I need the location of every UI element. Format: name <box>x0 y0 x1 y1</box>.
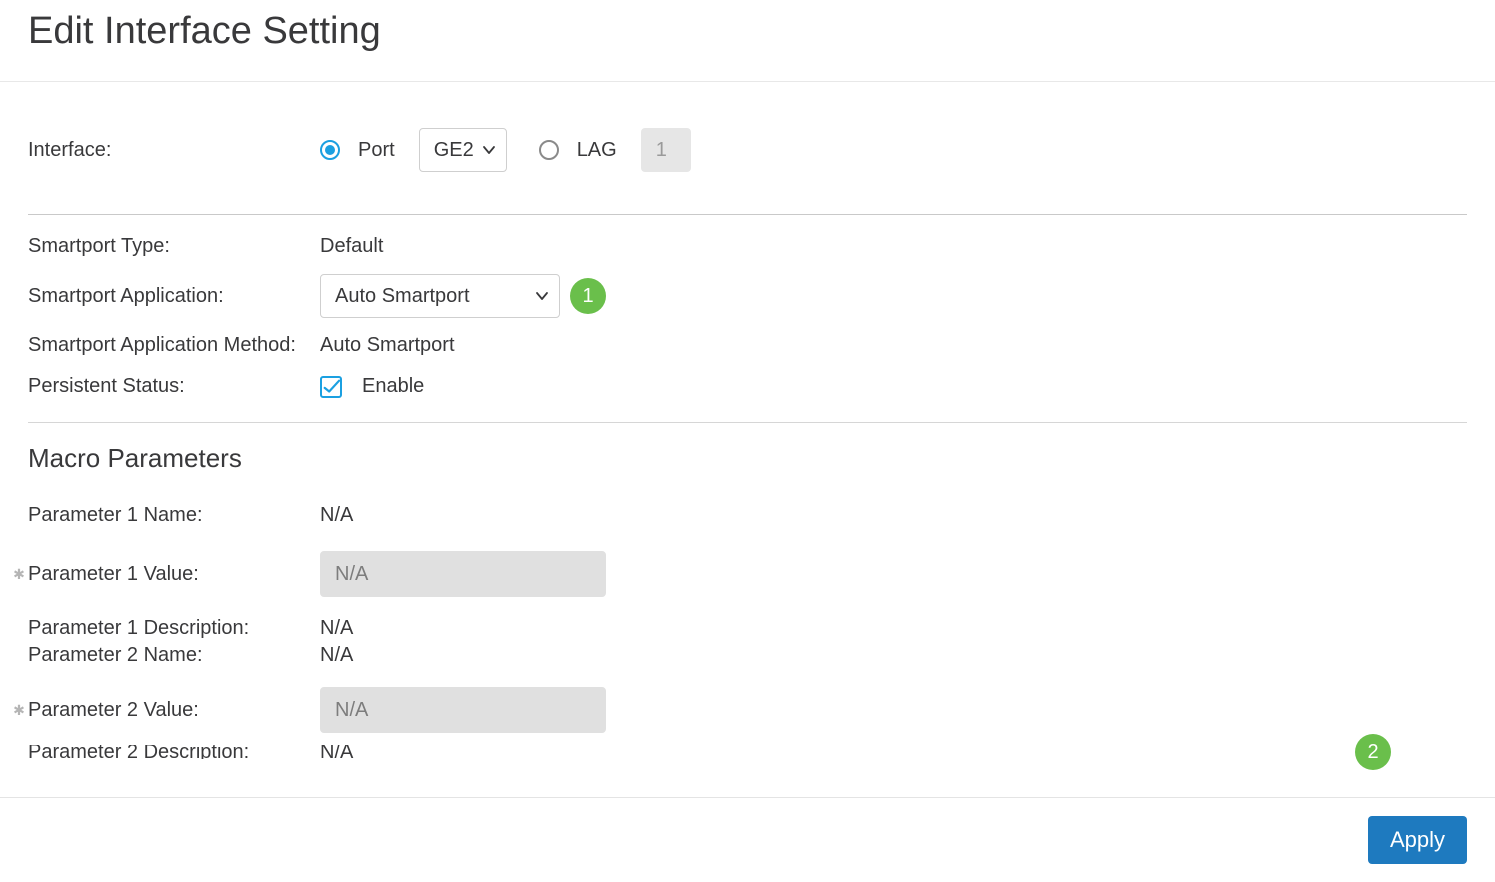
param2-value-label: Parameter 2 Value: <box>28 699 320 722</box>
param2-value-controls: N/A <box>320 687 606 733</box>
edit-interface-setting-page: Edit Interface Setting Interface: Port G… <box>0 0 1495 882</box>
param1-value-input: N/A <box>320 551 606 597</box>
param2-name-value: N/A <box>320 644 353 667</box>
param1-name-row: Parameter 1 Name: N/A <box>28 492 1467 539</box>
param1-value-controls: N/A <box>320 551 606 597</box>
param2-desc-label: Parameter 2 Description: <box>28 745 320 759</box>
smartport-type-row: Smartport Type: Default <box>28 229 1467 264</box>
param1-name-label: Parameter 1 Name: <box>28 504 320 527</box>
smartport-app-controls: Auto Smartport 1 <box>320 274 606 318</box>
lag-input: 1 <box>641 128 691 172</box>
divider <box>28 422 1467 423</box>
gear-icon-col: ✱ <box>10 567 28 581</box>
lag-radio[interactable] <box>539 140 559 160</box>
lag-radio-label: LAG <box>577 139 617 162</box>
param2-name-label: Parameter 2 Name: <box>28 644 320 667</box>
port-select[interactable]: GE2 <box>419 128 507 172</box>
interface-row: Interface: Port GE2 LAG 1 <box>28 110 1467 194</box>
param1-desc-row: Parameter 1 Description: N/A <box>28 609 1467 642</box>
param2-desc-row: Parameter 2 Description: N/A <box>28 745 1467 759</box>
smartport-app-row: Smartport Application: Auto Smartport 1 <box>28 264 1467 328</box>
form-content: Interface: Port GE2 LAG 1 <box>0 82 1495 759</box>
param1-desc-label: Parameter 1 Description: <box>28 617 320 640</box>
persistent-status-row: Persistent Status: Enable <box>28 363 1467 404</box>
gear-icon-col: ✱ <box>10 703 28 717</box>
smartport-type-value: Default <box>320 235 383 258</box>
macro-parameters-heading: Macro Parameters <box>28 433 1467 492</box>
step-badge-2: 2 <box>1355 734 1391 770</box>
param2-value-input: N/A <box>320 687 606 733</box>
page-title: Edit Interface Setting <box>0 0 1495 82</box>
smartport-type-label: Smartport Type: <box>28 235 320 258</box>
smartport-app-label: Smartport Application: <box>28 285 320 308</box>
smartport-method-value: Auto Smartport <box>320 334 455 357</box>
gear-icon: ✱ <box>13 567 25 581</box>
chevron-down-icon <box>482 143 496 157</box>
param1-desc-value: N/A <box>320 617 353 640</box>
param1-name-value: N/A <box>320 504 353 527</box>
port-radio-label: Port <box>358 139 395 162</box>
interface-controls: Port GE2 LAG 1 <box>320 128 691 172</box>
param1-value-label: Parameter 1 Value: <box>28 563 320 586</box>
divider <box>28 214 1467 215</box>
smartport-method-row: Smartport Application Method: Auto Smart… <box>28 328 1467 363</box>
port-select-value: GE2 <box>434 139 474 162</box>
gear-icon: ✱ <box>13 703 25 717</box>
apply-button[interactable]: Apply <box>1368 816 1467 864</box>
interface-label: Interface: <box>28 139 320 162</box>
persistent-status-label: Persistent Status: <box>28 375 320 398</box>
smartport-method-label: Smartport Application Method: <box>28 334 320 357</box>
param1-value-row: ✱ Parameter 1 Value: N/A <box>28 539 1467 609</box>
port-radio[interactable] <box>320 140 340 160</box>
persistent-status-controls: Enable <box>320 375 424 398</box>
footer: Apply <box>0 797 1495 882</box>
chevron-down-icon <box>535 289 549 303</box>
param2-name-row: Parameter 2 Name: N/A <box>28 642 1467 675</box>
param2-value-row: ✱ Parameter 2 Value: N/A <box>28 675 1467 745</box>
smartport-app-select-value: Auto Smartport <box>335 285 470 308</box>
persistent-enable-label: Enable <box>362 375 424 398</box>
lag-input-value: 1 <box>656 139 667 162</box>
param1-value-placeholder: N/A <box>335 563 368 586</box>
param2-value-placeholder: N/A <box>335 699 368 722</box>
smartport-app-select[interactable]: Auto Smartport <box>320 274 560 318</box>
step-badge-1: 1 <box>570 278 606 314</box>
param2-desc-value: N/A <box>320 745 353 759</box>
persistent-enable-checkbox[interactable] <box>320 376 342 398</box>
